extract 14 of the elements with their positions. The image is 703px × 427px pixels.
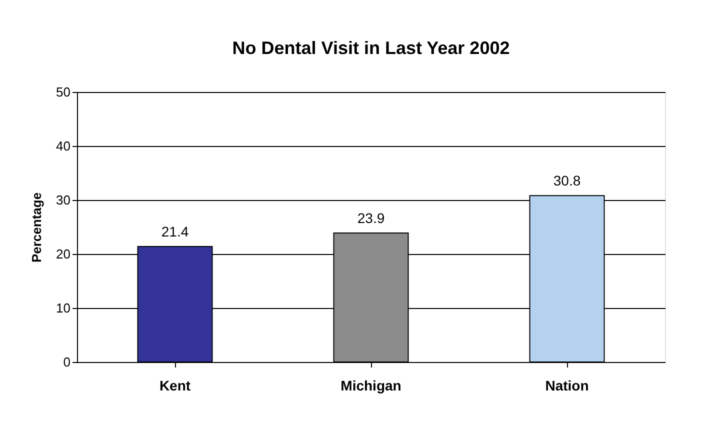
chart-title: No Dental Visit in Last Year 2002 [232,38,510,58]
x-tick-label: Michigan [340,378,402,394]
x-tick-label: Nation [545,378,589,394]
y-axis-title: Percentage [29,192,44,263]
x-tick-label: Kent [159,378,191,394]
data-label: 30.8 [553,172,581,189]
y-tick-label: 0 [63,354,70,370]
y-tick-label: 40 [56,138,70,154]
y-tick-label: 30 [56,192,70,208]
y-tick-label: 10 [56,300,70,316]
data-label: 23.9 [357,210,385,226]
data-label: 21.4 [161,223,189,240]
y-tick-label: 20 [56,246,70,262]
y-tick-label: 50 [56,84,70,100]
